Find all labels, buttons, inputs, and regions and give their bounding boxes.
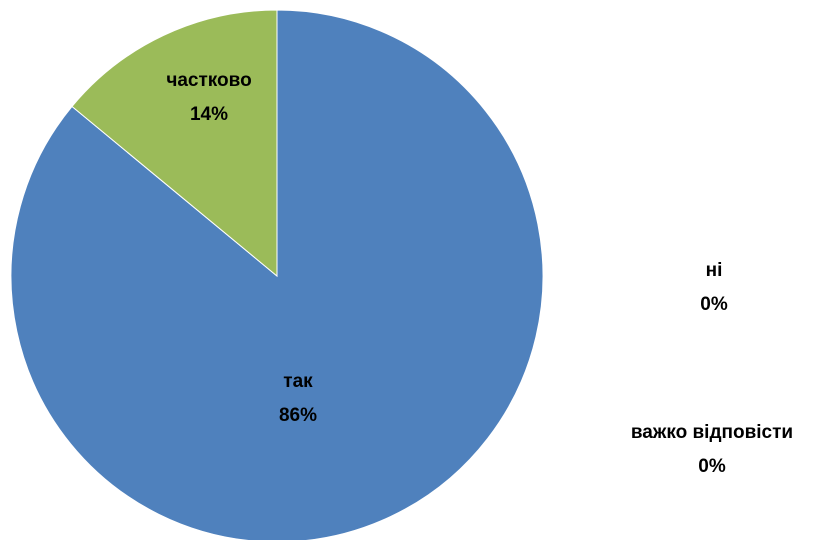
slice-label-0: так 86% <box>279 371 317 426</box>
slice-percent-label: 14% <box>190 104 228 125</box>
slice-label-3: важко відповісти 0% <box>631 422 793 477</box>
slice-category-label: ні <box>706 260 723 281</box>
pie-slice-1 <box>71 9 278 278</box>
slice-category-label: так <box>283 371 313 392</box>
pie-slices <box>10 9 544 540</box>
slice-percent-label: 86% <box>279 405 317 426</box>
pie-labels: так 86% частково 14% ні 0% важко відповісти 0% <box>166 70 793 477</box>
slice-category-label: важко відповісти <box>631 422 793 443</box>
slice-category-label: частково <box>166 70 251 91</box>
slice-percent-label: 0% <box>698 456 726 477</box>
slice-percent-label: 0% <box>700 294 728 315</box>
slice-label-1: частково 14% <box>166 70 251 125</box>
slice-label-2: ні 0% <box>700 260 728 315</box>
